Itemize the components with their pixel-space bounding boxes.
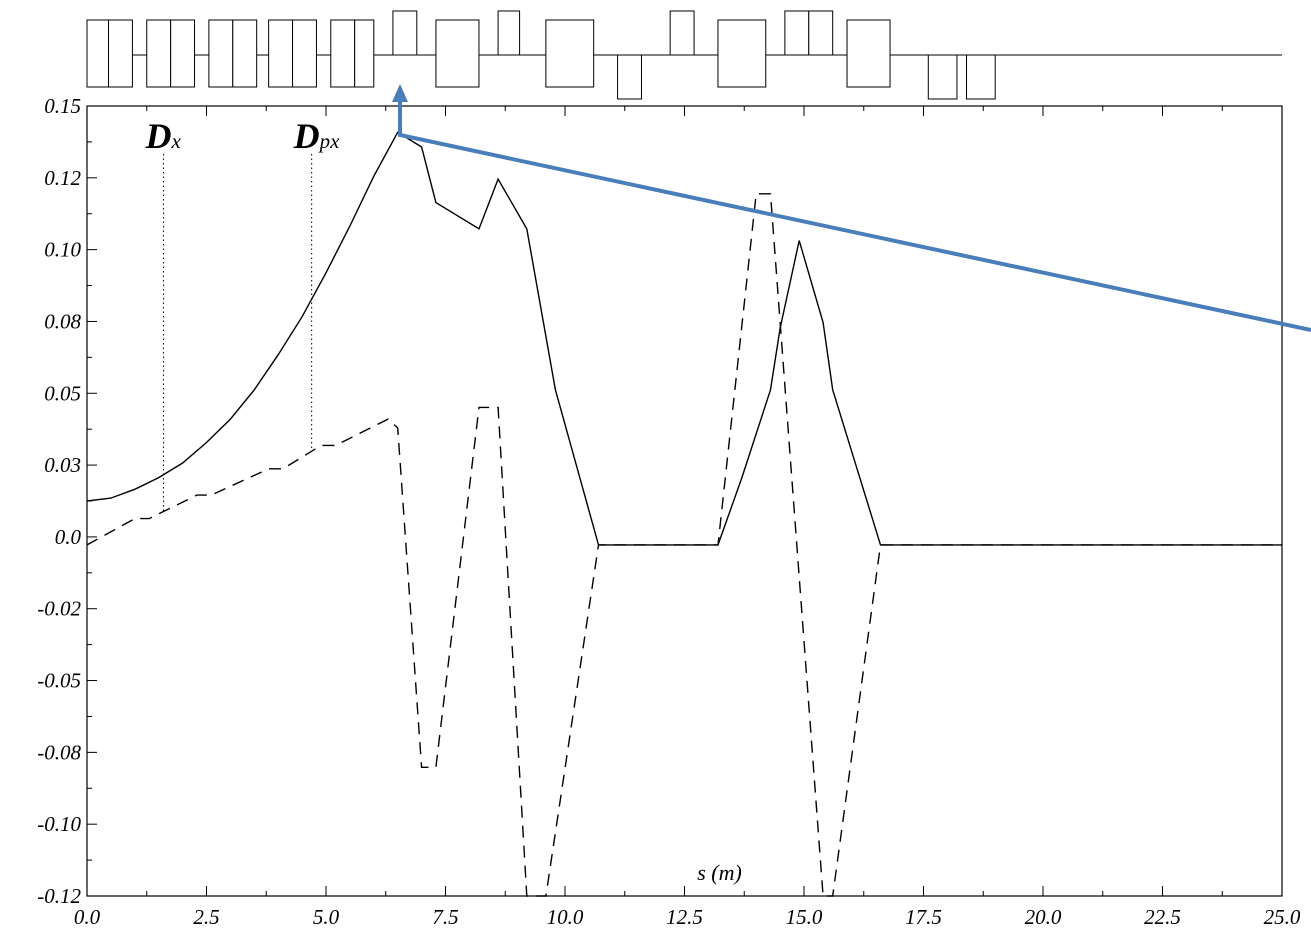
x-axis-tick-labels: 0.0 2.5 5.0 7.5 10.0 12.5 15.0 17.5 20.0 22.5 25.0 (74, 905, 1301, 929)
legend-sub-text: px (318, 129, 341, 153)
lattice-dipole (208, 19, 234, 88)
arrow-head (392, 84, 408, 102)
lattice-quad-defocus (617, 54, 642, 100)
axis-ticks (86, 105, 1283, 897)
lattice-dipole (330, 19, 356, 88)
lattice-dipole (86, 19, 110, 88)
lattice-dipole (435, 19, 480, 88)
y-tick-label: 0.12 (44, 166, 81, 190)
legend: Dx Dpx (144, 116, 340, 156)
y-tick-label: 0.05 (44, 381, 81, 405)
legend-label: Dx (144, 116, 181, 156)
lattice-dipole (354, 19, 375, 88)
lattice-dipole (846, 19, 891, 88)
lattice-dipole (232, 19, 258, 88)
lattice-quad-focus (669, 10, 695, 56)
lattice-dipole (292, 19, 317, 88)
x-tick-label: 22.5 (1144, 905, 1181, 929)
lattice-dipole (146, 19, 172, 88)
lattice-quad-focus (497, 10, 521, 56)
y-tick-label: -0.08 (37, 740, 81, 764)
x-tick-label: 10.0 (547, 905, 584, 929)
y-tick-label: -0.05 (37, 669, 81, 693)
lattice-quad-focus (392, 10, 418, 56)
legend-main-text: D (144, 116, 171, 156)
series-line-dx (86, 131, 1282, 546)
x-tick-label: 0.0 (74, 905, 101, 929)
x-tick-label: 2.5 (193, 905, 219, 929)
y-tick-label: -0.02 (37, 597, 81, 621)
lattice-dipole (717, 19, 767, 88)
x-tick-label: 17.5 (905, 905, 942, 929)
x-axis-label: s (m) (697, 860, 742, 885)
x-tick-label: 12.5 (666, 905, 703, 929)
lattice-dipole (268, 19, 294, 88)
legend-sub-text: x (170, 129, 181, 153)
y-tick-label: 0.08 (44, 309, 81, 333)
lattice-quad-focus (784, 10, 810, 56)
x-tick-label: 20.0 (1025, 905, 1062, 929)
lattice-layout (86, 10, 1282, 100)
y-tick-label: 0.0 (55, 525, 82, 549)
lattice-dipole (170, 19, 196, 88)
y-axis-tick-labels: 0.15 0.12 0.10 0.08 0.05 0.03 0.0 -0.02 -0.05 -0.… (37, 94, 81, 908)
lattice-dipole (545, 19, 595, 88)
x-tick-label: 15.0 (786, 905, 823, 929)
lattice-quad-defocus (966, 54, 996, 100)
y-tick-label: 0.03 (44, 453, 81, 477)
legend-label: Dpx (293, 116, 341, 156)
series-layer (86, 131, 1282, 897)
plot-frame (86, 105, 1283, 897)
legend-marker-lines (162, 154, 313, 512)
lattice-quad-focus (808, 10, 834, 56)
y-tick-label: -0.10 (37, 812, 81, 836)
x-tick-label: 5.0 (313, 905, 340, 929)
series-line-dpx (86, 193, 1282, 897)
lattice-dipole (108, 19, 133, 88)
y-tick-label: -0.12 (37, 884, 81, 908)
x-tick-label: 25.0 (1264, 905, 1301, 929)
arrow-line (398, 100, 1311, 332)
y-tick-label: 0.10 (44, 238, 81, 262)
legend-main-text: D (293, 116, 320, 156)
annotation-arrow (392, 84, 1311, 332)
lattice-quad-defocus (927, 54, 958, 100)
y-tick-label: 0.15 (44, 94, 81, 118)
x-tick-label: 7.5 (432, 905, 458, 929)
